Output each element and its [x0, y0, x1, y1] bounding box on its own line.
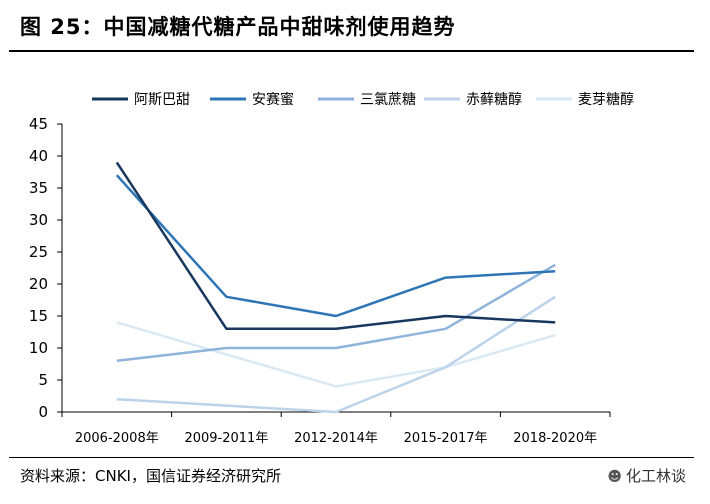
- y-axis: 0 5 10 15 20 25 30 35 40 45: [29, 115, 63, 421]
- series-line: [116, 321, 556, 388]
- series-line: [115, 174, 556, 318]
- x-tick-label: 2009-2011年: [184, 431, 268, 446]
- source-note: 资料来源：CNKI，国信证券经济研究所: [20, 467, 281, 485]
- y-tick-label: 45: [29, 115, 48, 133]
- series-line: [116, 263, 556, 363]
- legend-label: 三氯蔗糖: [360, 92, 416, 108]
- y-tick-label: 10: [29, 339, 48, 357]
- line-chart: 阿斯巴甜 安赛蜜 三氯蔗糖 赤藓糖醇 麦芽糖醇 0 5 10 15 20 25 30 35 40 45 2…: [29, 91, 634, 446]
- chart-legend: 阿斯巴甜 安赛蜜 三氯蔗糖 赤藓糖醇 麦芽糖醇: [92, 91, 634, 108]
- legend-label: 麦芽糖醇: [578, 91, 634, 108]
- wechat-icon: ☻: [607, 469, 622, 485]
- title-divider: [9, 50, 694, 52]
- y-tick-label: 35: [29, 179, 48, 197]
- x-tick-label: 2006-2008年: [75, 431, 159, 446]
- series-lines: [115, 161, 556, 414]
- watermark: ☻ 化工林谈: [607, 462, 686, 490]
- watermark-text: 化工林谈: [625, 467, 686, 485]
- series-line: [115, 161, 556, 331]
- y-tick-label: 30: [29, 211, 48, 229]
- series-line: [116, 295, 556, 414]
- footer-divider: [9, 457, 694, 458]
- x-tick-label: 2012-2014年: [294, 431, 378, 446]
- y-tick-label: 20: [29, 275, 48, 293]
- x-tick-label: 2018-2020年: [513, 431, 597, 446]
- legend-label: 阿斯巴甜: [134, 92, 190, 108]
- x-axis: 2006-2008年 2009-2011年 2012-2014年 2015-2017年…: [61, 411, 611, 446]
- legend-label: 赤藓糖醇: [466, 91, 522, 108]
- y-tick-label: 0: [38, 403, 48, 421]
- y-tick-label: 25: [29, 243, 48, 261]
- figure-title: 图 25：中国减糖代糖产品中甜味剂使用趋势: [20, 15, 456, 39]
- legend-label: 安赛蜜: [252, 92, 294, 108]
- y-tick-label: 40: [29, 147, 48, 165]
- x-tick-label: 2015-2017年: [404, 431, 488, 446]
- y-tick-label: 15: [29, 307, 48, 325]
- y-tick-label: 5: [38, 371, 48, 389]
